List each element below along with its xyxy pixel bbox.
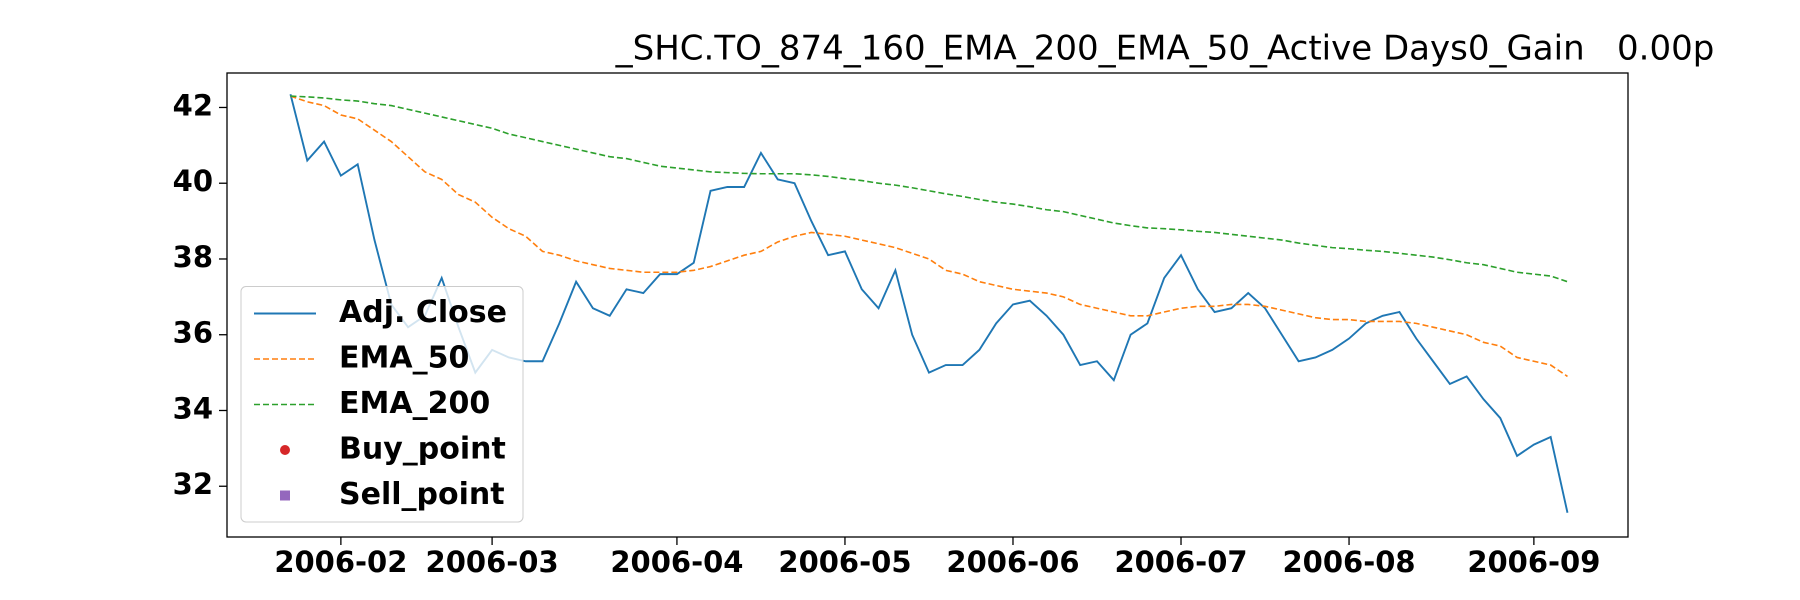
legend-marker <box>280 490 290 501</box>
legend-label: Sell_point <box>339 477 505 512</box>
x-tick-label: 2006-04 <box>610 545 743 579</box>
series-line <box>290 95 1568 283</box>
legend: Adj. Close EMA_50 EMA_200 Buy_point Sell_poi… <box>240 286 524 523</box>
legend-box <box>240 286 524 523</box>
y-tick-label: 36 <box>173 316 213 350</box>
x-tick-label: 2006-05 <box>778 545 911 579</box>
plot-frame <box>226 72 1629 538</box>
legend-label: Buy_point <box>339 432 506 467</box>
x-tick-label: 2006-03 <box>426 545 559 579</box>
x-tick-label: 2006-07 <box>1114 545 1247 579</box>
legend-marker <box>280 445 290 455</box>
y-tick-label: 32 <box>173 467 213 501</box>
x-tick-label: 2006-02 <box>274 545 407 579</box>
x-tick-label: 2006-09 <box>1467 545 1600 579</box>
legend-label: EMA_200 <box>339 386 490 421</box>
x-tick-label: 2006-08 <box>1282 545 1415 579</box>
legend-label: EMA_50 <box>339 341 469 376</box>
y-tick-label: 38 <box>173 240 213 274</box>
y-tick-label: 40 <box>173 164 213 198</box>
series-line <box>290 95 1568 378</box>
chart-title: _SHC.TO_874_160_EMA_200_EMA_50_Active Da… <box>615 29 1715 69</box>
y-tick-label: 42 <box>173 88 213 122</box>
y-tick-label: 34 <box>173 391 213 425</box>
legend-label: Adj. Close <box>339 295 507 330</box>
x-tick-label: 2006-06 <box>946 545 1079 579</box>
